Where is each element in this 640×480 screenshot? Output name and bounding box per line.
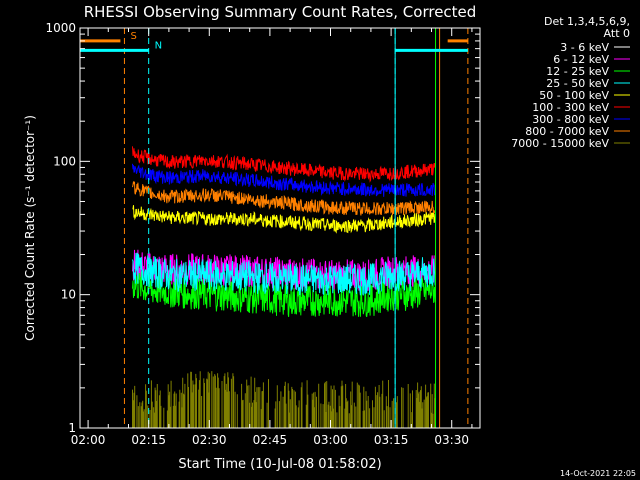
legend-entry-label: 3 - 6 keV bbox=[560, 41, 609, 54]
legend-header-line: Att 0 bbox=[604, 27, 630, 40]
legend-entry-label: 7000 - 15000 keV bbox=[511, 137, 609, 150]
x-tick-label: 03:00 bbox=[313, 433, 348, 447]
series-6-trace bbox=[132, 163, 436, 197]
series-4-trace bbox=[132, 205, 436, 234]
y-axis-label: Corrected Count Rate (s⁻¹ detector⁻¹) bbox=[23, 115, 37, 341]
x-tick-label: 03:30 bbox=[434, 433, 469, 447]
y-tick-label: 1 bbox=[68, 421, 76, 435]
series-8-trace bbox=[132, 371, 436, 428]
x-tick-label: 02:30 bbox=[192, 433, 227, 447]
chart-title: RHESSI Observing Summary Count Rates, Co… bbox=[84, 3, 477, 21]
plot-frame bbox=[79, 27, 481, 429]
x-tick-label: 02:15 bbox=[131, 433, 166, 447]
legend-entry-label: 800 - 7000 keV bbox=[525, 125, 609, 138]
x-axis-label: Start Time (10-Jul-08 01:58:02) bbox=[178, 457, 381, 472]
legend-entry-label: 100 - 300 keV bbox=[532, 101, 609, 114]
series-3-trace bbox=[132, 252, 436, 296]
x-tick-label: 02:45 bbox=[253, 433, 288, 447]
series-2-trace bbox=[132, 271, 436, 318]
x-tick-label: 03:15 bbox=[374, 433, 409, 447]
legend-entry-label: 300 - 800 keV bbox=[532, 113, 609, 126]
annotation-N-label: N bbox=[155, 40, 162, 51]
y-tick-label: 100 bbox=[53, 154, 76, 168]
legend-entry-label: 6 - 12 keV bbox=[553, 53, 609, 66]
x-tick-label: 02:00 bbox=[71, 433, 106, 447]
series-0-trace bbox=[132, 284, 436, 342]
y-tick-label: 10 bbox=[61, 288, 76, 302]
legend-header-line: Det 1,3,4,5,6,9, bbox=[544, 15, 630, 28]
footer-timestamp: 14-Oct-2021 22:05 bbox=[560, 469, 636, 478]
legend-entry-label: 12 - 25 keV bbox=[546, 65, 609, 78]
series-5-trace bbox=[132, 146, 436, 183]
annotation-S-label: S bbox=[130, 31, 136, 42]
y-tick-label: 1000 bbox=[45, 21, 76, 35]
legend-entry-label: 25 - 50 keV bbox=[546, 77, 609, 90]
legend-entry-label: 50 - 100 keV bbox=[539, 89, 609, 102]
series-7-trace bbox=[132, 181, 436, 216]
